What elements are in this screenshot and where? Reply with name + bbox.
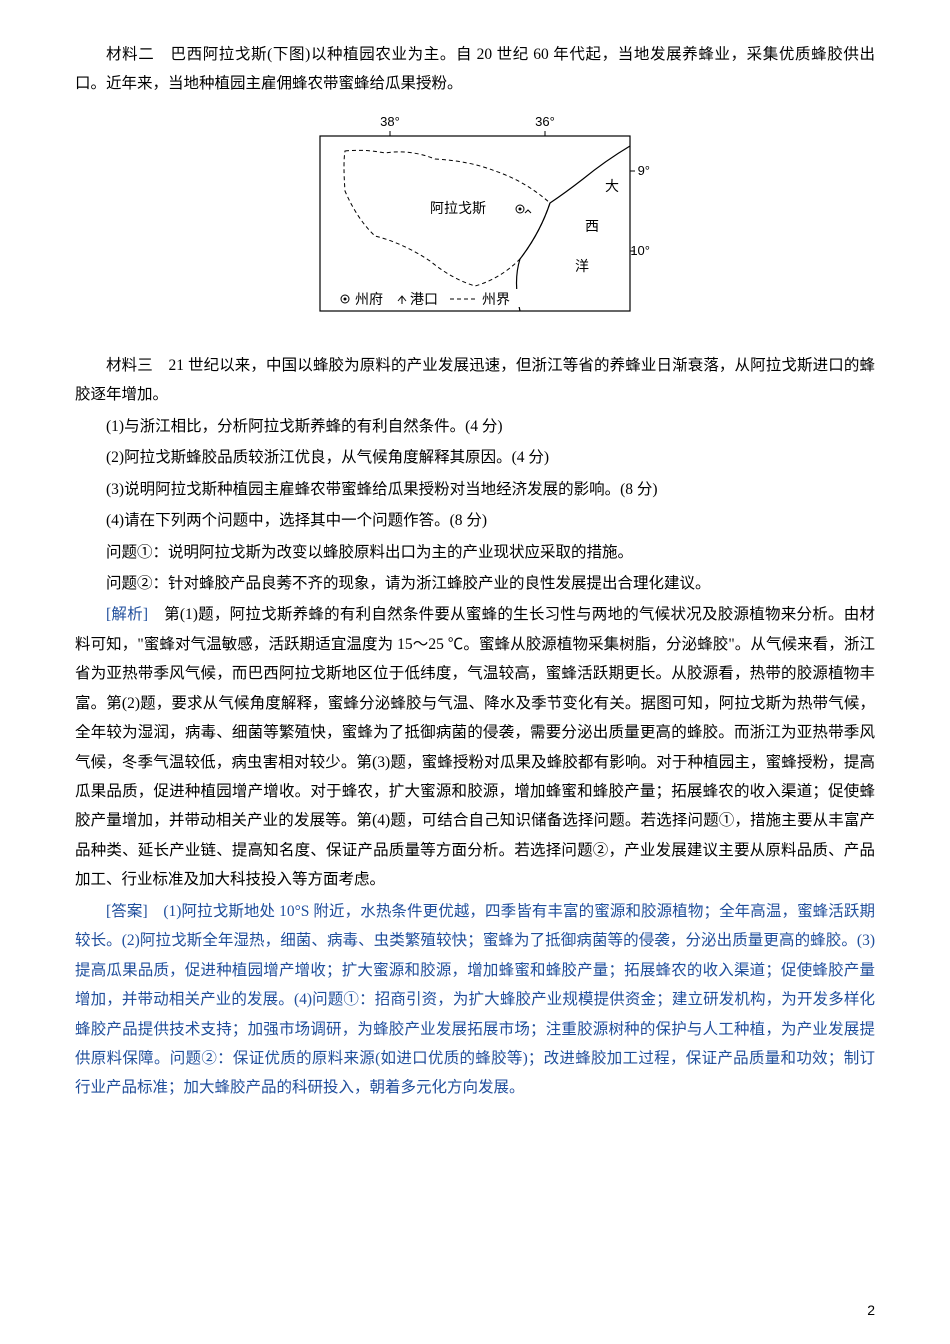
answer-label: [答案]: [106, 903, 148, 920]
lat9: 9°: [638, 163, 650, 178]
lon36: 36°: [535, 114, 555, 129]
legend-border: 州界: [482, 293, 510, 308]
ocean-yang: 洋: [575, 259, 589, 275]
material2-text: 材料二 巴西阿拉戈斯(下图)以种植园农业为主。自 20 世纪 60 年代起，当地…: [75, 40, 875, 99]
region-name: 阿拉戈斯: [430, 201, 486, 217]
question-1: (1)与浙江相比，分析阿拉戈斯养蜂的有利自然条件。(4 分): [75, 412, 875, 441]
question-4-2: 问题②：针对蜂胶产品良莠不齐的现象，请为浙江蜂胶产业的良性发展提出合理化建议。: [75, 569, 875, 598]
material3-text: 材料三 21 世纪以来，中国以蜂胶为原料的产业发展迅速，但浙江等省的养蜂业日渐衰…: [75, 351, 875, 410]
analysis-paragraph: [解析] 第(1)题，阿拉戈斯养蜂的有利自然条件要从蜜蜂的生长习性与两地的气候状…: [75, 600, 875, 894]
analysis-label: [解析]: [106, 606, 148, 623]
map-container: 38° 36° 9° 10° 阿拉戈斯 大 西 洋 州府 港口 州界: [75, 111, 875, 341]
ocean-xi: 西: [585, 220, 599, 235]
question-3: (3)说明阿拉戈斯种植园主雇蜂农带蜜蜂给瓜果授粉对当地经济发展的影响。(8 分): [75, 475, 875, 504]
question-4-1: 问题①：说明阿拉戈斯为改变以蜂胶原料出口为主的产业现状应采取的措施。: [75, 538, 875, 567]
map-svg: 38° 36° 9° 10° 阿拉戈斯 大 西 洋 州府 港口 州界: [295, 111, 655, 341]
ocean-da: 大: [605, 179, 619, 195]
question-4: (4)请在下列两个问题中，选择其中一个问题作答。(8 分): [75, 506, 875, 535]
answer-text: (1)阿拉戈斯地处 10°S 附近，水热条件更优越，四季皆有丰富的蜜源和胶源植物…: [75, 903, 875, 1097]
legend-port: 港口: [410, 292, 438, 308]
analysis-text: 第(1)题，阿拉戈斯养蜂的有利自然条件要从蜜蜂的生长习性与两地的气候状况及胶源植…: [75, 606, 875, 888]
page-number: 2: [867, 1297, 875, 1324]
legend-capital: 州府: [355, 292, 383, 308]
question-2: (2)阿拉戈斯蜂胶品质较浙江优良，从气候角度解释其原因。(4 分): [75, 443, 875, 472]
lon38: 38°: [380, 114, 400, 129]
answer-paragraph: [答案] (1)阿拉戈斯地处 10°S 附近，水热条件更优越，四季皆有丰富的蜜源…: [75, 897, 875, 1103]
lat10: 10°: [630, 243, 650, 258]
